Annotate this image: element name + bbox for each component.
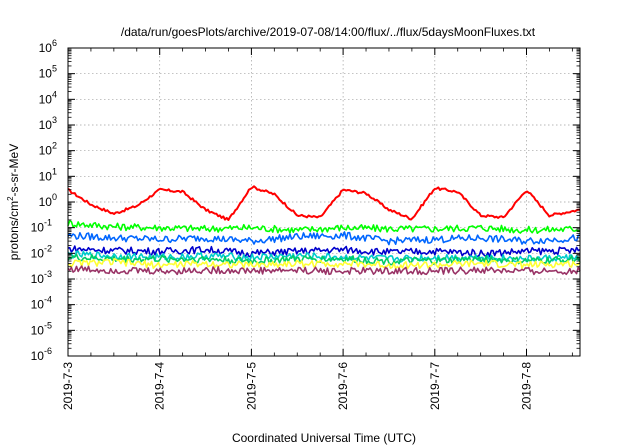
y-tick-label: 10-6	[31, 346, 52, 363]
x-tick-label: 2019-7-6	[336, 362, 350, 410]
y-tick-labels: 10-6 10-5 10-4 10-3 10-2 10-1 100 101 102 103 104 1…	[31, 38, 57, 363]
y-tick-label: 100	[39, 192, 57, 209]
y-tick-label: 10-5	[31, 320, 52, 337]
y-axis-label: protons/cm2-s-sr-MeV	[6, 144, 21, 260]
series-line-8	[67, 265, 581, 276]
series-line-2	[67, 220, 581, 234]
x-tick-label: 2019-7-4	[153, 362, 167, 410]
y-tick-label: 102	[39, 141, 57, 158]
y-axis-label-rest: -s-sr-MeV	[7, 144, 21, 197]
series-line-6	[67, 253, 581, 266]
y-tick-label: 101	[39, 166, 57, 183]
y-tick-label: 10-1	[31, 218, 52, 235]
series-lines	[67, 185, 581, 276]
y-tick-label: 10-4	[31, 295, 52, 312]
x-tick-label: 2019-7-8	[520, 362, 534, 410]
y-tick-label: 103	[39, 115, 57, 132]
chart-title: /data/run/goesPlots/archive/2019-07-08/1…	[121, 25, 536, 39]
series-line-4	[67, 245, 581, 258]
x-tick-label: 2019-7-5	[244, 362, 258, 410]
series-line-7	[67, 258, 581, 270]
grid-lines	[68, 48, 580, 356]
y-tick-label: 105	[39, 64, 57, 81]
series-line-3	[67, 231, 581, 246]
x-tick-label: 2019-7-3	[61, 362, 75, 410]
y-tick-label: 106	[39, 38, 57, 55]
x-tick-labels: 2019-7-3 2019-7-4 2019-7-5 2019-7-6 2019-7-7…	[61, 362, 534, 410]
y-tick-label: 10-2	[31, 243, 52, 260]
y-tick-label: 104	[39, 89, 57, 106]
y-axis-label-sup: 2	[6, 196, 15, 201]
axis-ticks	[67, 47, 580, 357]
y-axis-label-base: protons/cm	[7, 201, 21, 260]
y-tick-label: 10-3	[31, 269, 52, 286]
x-tick-label: 2019-7-7	[428, 362, 442, 410]
series-line-1	[67, 185, 581, 221]
x-axis-label: Coordinated Universal Time (UTC)	[232, 431, 416, 445]
